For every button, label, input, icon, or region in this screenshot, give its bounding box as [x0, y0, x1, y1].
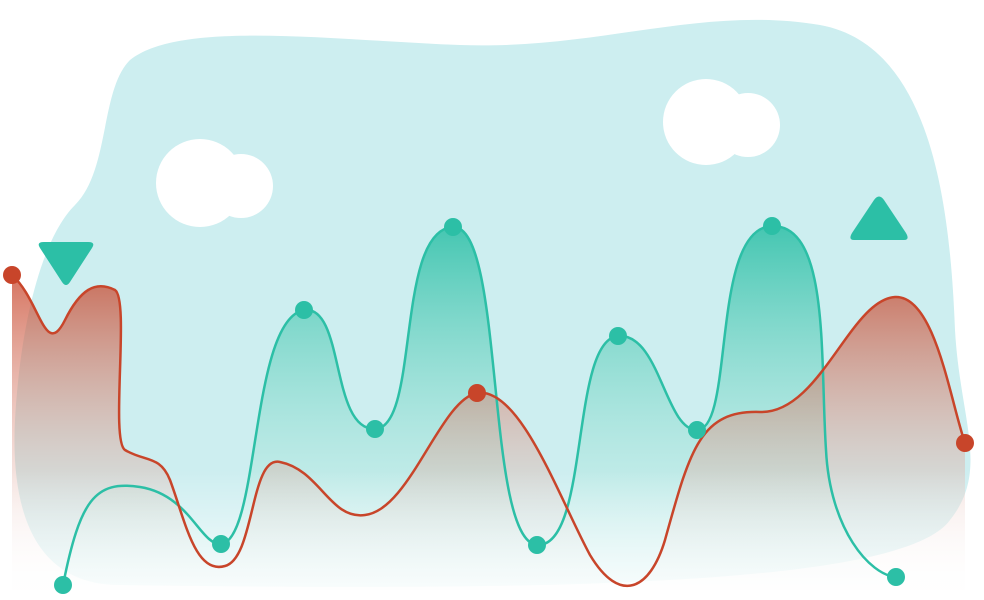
- triangle-up-icon: [850, 196, 908, 240]
- bottom-fade: [0, 470, 984, 600]
- red-marker: [468, 384, 486, 402]
- teal-marker: [887, 568, 905, 586]
- teal-markers: [54, 217, 905, 594]
- teal-marker: [366, 420, 384, 438]
- teal-marker: [609, 327, 627, 345]
- red-marker: [956, 434, 974, 452]
- cloud-icon: [663, 79, 780, 165]
- teal-marker: [212, 535, 230, 553]
- teal-marker: [295, 301, 313, 319]
- teal-marker: [528, 536, 546, 554]
- teal-marker: [763, 217, 781, 235]
- red-marker: [3, 266, 21, 284]
- triangle-down-icon: [38, 242, 94, 285]
- red-markers: [3, 266, 974, 452]
- teal-marker: [54, 576, 72, 594]
- red-wave-line: [11, 274, 967, 587]
- cloud-icon: [156, 139, 273, 227]
- teal-marker: [444, 218, 462, 236]
- teal-marker: [688, 421, 706, 439]
